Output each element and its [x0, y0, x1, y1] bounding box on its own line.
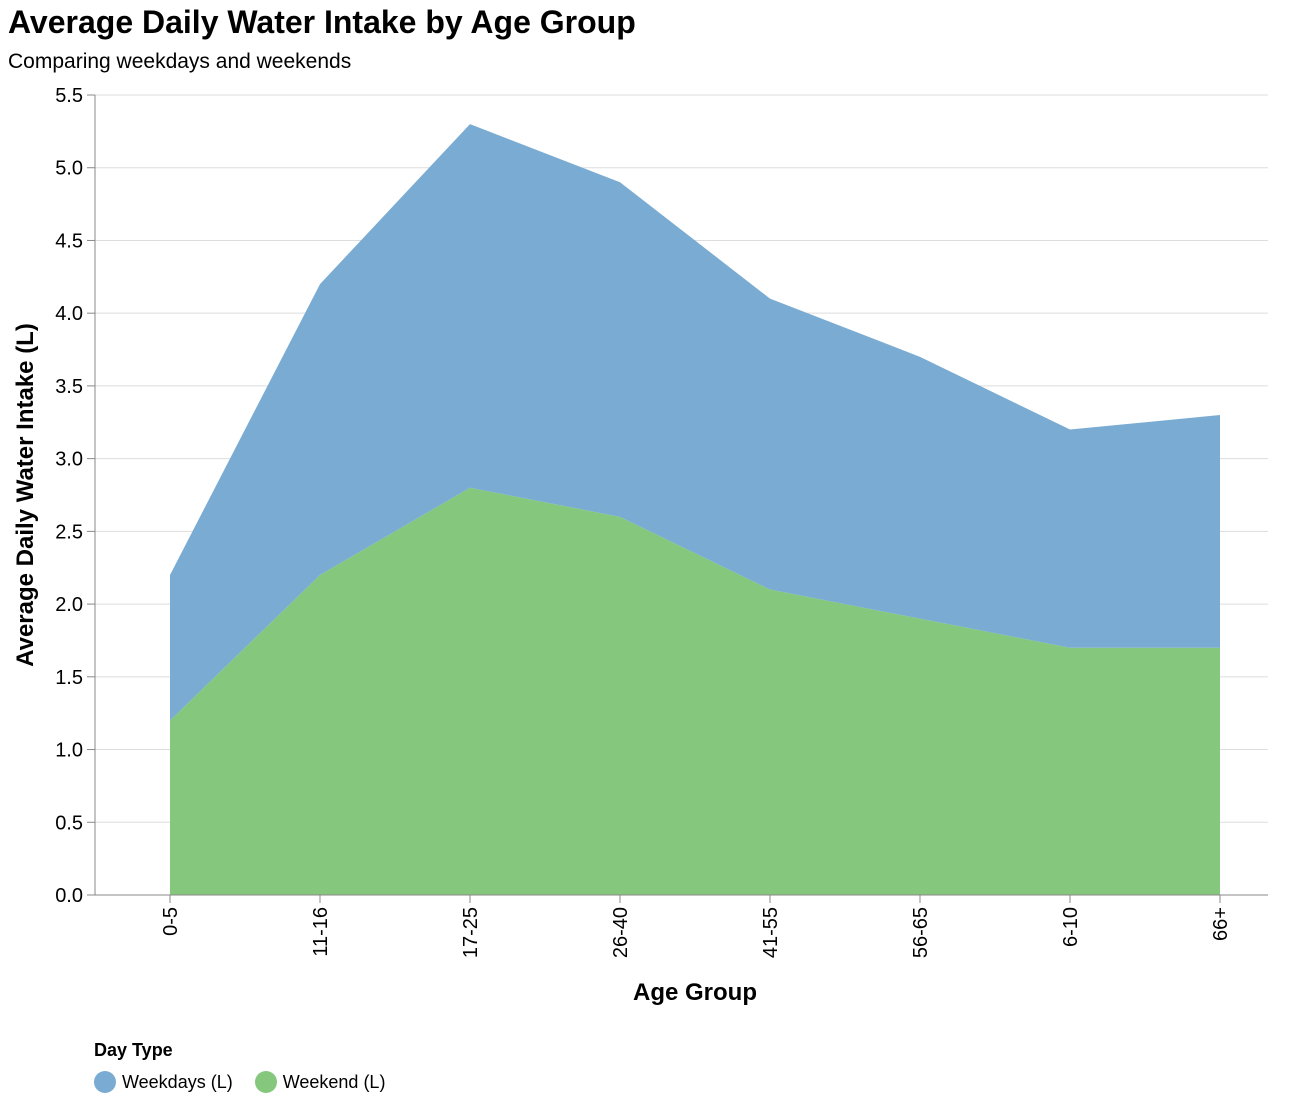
y-tick-label: 2.5: [55, 521, 83, 543]
areas: [170, 124, 1220, 895]
legend-label-weekend: Weekend (L): [282, 1071, 386, 1092]
x-axis-title: Age Group: [633, 979, 757, 1006]
y-tick-label: 4.0: [55, 303, 83, 325]
x-tick-label: 26-40: [610, 907, 632, 958]
chart-subtitle: Comparing weekdays and weekends: [8, 50, 352, 73]
legend-title: Day Type: [94, 1040, 173, 1060]
x-tick-label: 41-55: [760, 907, 782, 958]
area-chart: 0.0 0.5 1.0 1.5 2.0 2.5 3.0 3.5 4.0 4.5 5.0 5.5 0-5 1…: [12, 85, 1268, 1006]
y-tick-label: 3.5: [55, 376, 83, 398]
chart-title: Average Daily Water Intake by Age Group: [8, 4, 636, 40]
axes: 0.0 0.5 1.0 1.5 2.0 2.5 3.0 3.5 4.0 4.5 5.0 5.5 0-5 1…: [55, 85, 1268, 958]
x-tick-label: 0-5: [160, 907, 182, 936]
y-tick-label: 0.5: [55, 812, 83, 834]
y-axis-title: Average Daily Water Intake (L): [12, 323, 39, 667]
legend-swatch-weekend: [254, 1071, 277, 1093]
x-tick-label: 11-16: [310, 907, 332, 957]
y-tick-label: 1.5: [55, 667, 83, 689]
y-tick-label: 0.0: [55, 885, 83, 907]
y-tick-label: 2.0: [55, 594, 83, 616]
area-series-weekend[interactable]: [170, 487, 1220, 895]
x-tick-label: 66+: [1210, 907, 1232, 941]
y-tick-label: 4.5: [55, 230, 83, 252]
x-tick-label: 56-65: [910, 907, 932, 958]
legend-item-weekdays[interactable]: Weekdays (L): [94, 1071, 233, 1093]
x-tick-label: 6-10: [1060, 907, 1082, 947]
y-tick-label: 5.5: [55, 85, 83, 107]
legend-label-weekdays: Weekdays (L): [122, 1071, 233, 1092]
y-tick-label: 3.0: [55, 449, 83, 471]
legend-item-weekend[interactable]: Weekend (L): [254, 1071, 386, 1093]
x-tick-label: 17-25: [460, 907, 482, 958]
legend-swatch-weekdays: [94, 1071, 116, 1093]
y-tick-label: 5.0: [55, 158, 83, 180]
legend: Day Type Weekdays (L) Weekend (L): [94, 1040, 385, 1093]
y-tick-label: 1.0: [55, 740, 83, 762]
area-series-weekdays[interactable]: [170, 124, 1220, 721]
